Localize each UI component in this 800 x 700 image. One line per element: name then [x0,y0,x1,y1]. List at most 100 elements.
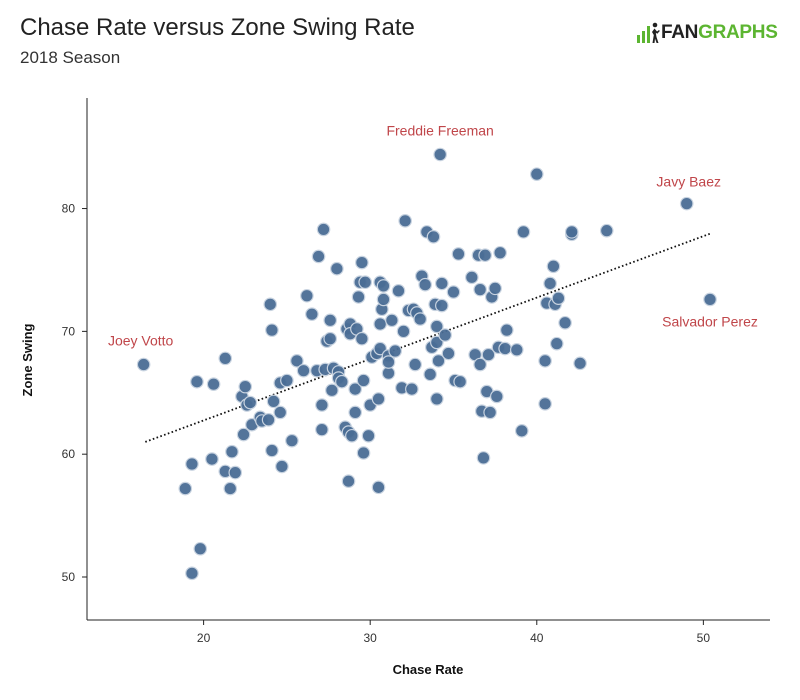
data-point[interactable] [355,331,369,346]
data-point[interactable] [573,356,587,371]
data-point[interactable] [564,225,579,239]
data-point[interactable] [348,405,363,420]
data-point[interactable] [446,285,461,299]
data-point[interactable] [451,247,466,261]
data-point[interactable] [273,405,288,420]
data-point[interactable] [514,424,529,438]
data-point[interactable] [193,541,208,556]
data-point[interactable] [391,284,406,298]
data-point[interactable] [465,270,479,285]
data-point[interactable] [325,383,339,398]
data-point[interactable] [430,319,444,334]
data-point[interactable] [315,422,329,437]
data-point[interactable] [551,291,566,306]
data-point[interactable] [311,249,326,264]
data-point[interactable] [546,259,561,274]
data-point[interactable] [341,474,356,489]
data-point[interactable] [261,412,276,427]
data-point[interactable] [263,297,278,312]
data-point[interactable] [489,389,504,404]
data-point[interactable] [223,481,238,496]
data-point[interactable] [431,354,446,368]
data-point[interactable] [385,313,399,328]
data-point[interactable] [356,446,371,460]
data-point[interactable] [238,379,253,394]
data-point[interactable] [315,398,329,412]
data-point[interactable] [529,167,544,181]
data-point[interactable] [396,324,411,339]
data-point[interactable] [376,292,391,307]
data-point[interactable] [476,451,491,465]
data-point[interactable] [300,288,314,303]
data-point[interactable] [305,307,319,321]
data-point[interactable] [679,196,694,211]
data-point[interactable] [423,367,437,382]
data-point[interactable] [190,374,204,389]
data-point[interactable] [478,248,492,263]
data-point[interactable] [335,374,349,389]
data-point[interactable] [285,433,299,448]
data-point[interactable] [345,428,359,443]
data-point[interactable] [418,277,432,292]
data-point[interactable] [351,290,366,304]
data-point[interactable] [225,444,239,459]
data-point[interactable] [413,312,427,326]
data-point[interactable] [433,147,447,162]
data-point[interactable] [538,354,552,368]
data-point[interactable] [136,357,151,372]
data-point[interactable] [236,427,251,442]
data-point[interactable] [481,347,496,362]
data-point[interactable] [388,344,402,358]
fangraphs-logo[interactable]: FAN GRAPHS [636,20,778,46]
data-point[interactable] [430,392,444,406]
data-point[interactable] [499,323,514,337]
data-point[interactable] [453,374,467,389]
data-point[interactable] [473,357,487,372]
data-point[interactable] [243,395,258,410]
data-point[interactable] [266,394,281,409]
data-point[interactable] [316,222,331,237]
data-point[interactable] [356,373,371,388]
data-point[interactable] [275,459,289,474]
data-point[interactable] [185,457,199,471]
data-point[interactable] [218,351,233,366]
data-point[interactable] [488,281,502,296]
data-point[interactable] [265,323,279,337]
data-point[interactable] [426,229,441,244]
data-point[interactable] [371,392,386,406]
data-point[interactable] [398,214,412,228]
data-point[interactable] [498,341,512,356]
data-point[interactable] [323,331,338,346]
data-point[interactable] [381,355,396,369]
data-point[interactable] [483,405,497,420]
data-point[interactable] [538,397,552,411]
data-point[interactable] [358,275,372,290]
data-point[interactable] [549,336,564,351]
data-point[interactable] [405,382,419,396]
data-point[interactable] [323,313,338,328]
data-point[interactable] [205,452,219,466]
data-point[interactable] [185,566,199,581]
data-point[interactable] [493,245,507,260]
data-point[interactable] [435,276,449,291]
data-point[interactable] [516,225,531,239]
data-point[interactable] [438,328,452,342]
data-point[interactable] [296,363,311,378]
data-point[interactable] [361,428,376,443]
data-point[interactable] [703,292,717,307]
data-point[interactable] [408,357,422,372]
data-point[interactable] [371,480,386,495]
data-point[interactable] [228,465,243,480]
data-point[interactable] [178,481,193,496]
data-point[interactable] [373,317,387,331]
data-point[interactable] [376,279,391,293]
data-point[interactable] [558,315,572,330]
data-point[interactable] [290,354,304,368]
data-point[interactable] [348,382,363,396]
data-point[interactable] [441,346,456,361]
data-point[interactable] [435,298,449,313]
data-point[interactable] [265,443,279,458]
data-point[interactable] [599,223,614,238]
data-point[interactable] [473,282,487,297]
data-point[interactable] [330,261,344,276]
